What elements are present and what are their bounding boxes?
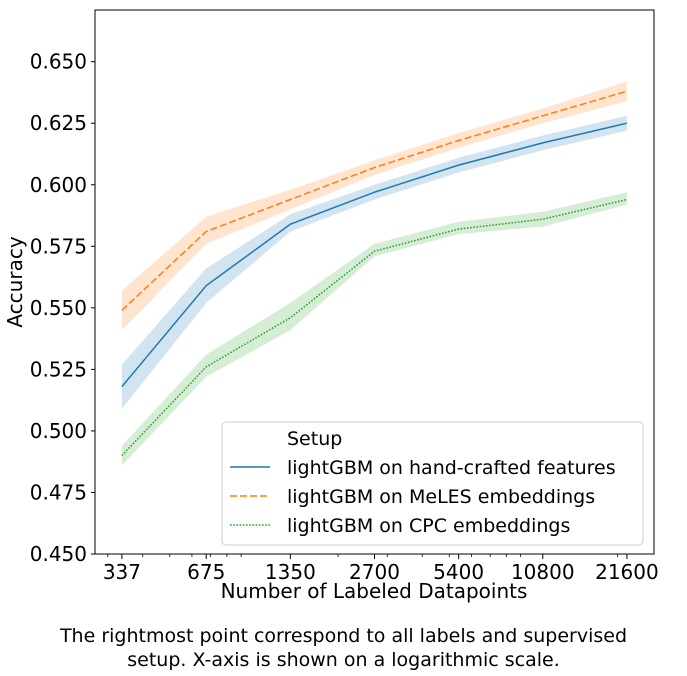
x-tick-label: 1350: [265, 560, 316, 584]
series-2-band: [121, 192, 627, 466]
accuracy-line-chart: 0.450 0.475 0.500 0.525 0.550 0.575 0.600 0.625…: [3, 9, 659, 603]
x-tick-label: 5400: [433, 560, 484, 584]
legend: Setup lightGBM on hand-crafted features l…: [221, 421, 644, 546]
y-tick-label: 0.450: [30, 542, 87, 566]
y-axis-label: Accuracy: [3, 236, 27, 327]
x-tick-label: 10800: [511, 560, 575, 584]
series-1-line: [121, 90, 628, 311]
x-tick-label: 675: [187, 560, 225, 584]
series-0-line: [121, 122, 628, 388]
series-lines: [121, 90, 628, 457]
confidence-bands: [121, 81, 627, 466]
legend-label-1: lightGBM on MeLES embeddings: [287, 486, 595, 508]
legend-box: [221, 421, 644, 546]
y-tick-label: 0.650: [30, 50, 87, 74]
caption-line-2: setup. X-axis is shown on a logarithmic …: [127, 649, 560, 671]
y-tick-label: 0.575: [30, 234, 87, 258]
figure-caption: The rightmost point correspond to all la…: [0, 624, 687, 672]
legend-label-0: lightGBM on hand-crafted features: [287, 457, 616, 479]
y-tick-label: 0.500: [30, 419, 87, 443]
x-tick-label: 337: [103, 560, 141, 584]
series-2-line: [121, 198, 628, 457]
y-tick-label: 0.625: [30, 111, 87, 135]
x-tick-label: 21600: [595, 560, 659, 584]
y-tick-label: 0.525: [30, 357, 87, 381]
legend-label-2: lightGBM on CPC embeddings: [287, 515, 570, 537]
caption-line-1: The rightmost point correspond to all la…: [59, 625, 628, 647]
x-tick-label: 2700: [349, 560, 400, 584]
x-axis-label: Number of Labeled Datapoints: [221, 579, 528, 603]
y-tick-label: 0.600: [30, 173, 87, 197]
y-tick-label: 0.475: [30, 480, 87, 504]
y-tick-label: 0.550: [30, 296, 87, 320]
y-axis-ticks: 0.450 0.475 0.500 0.525 0.550 0.575 0.600 0.625…: [30, 50, 95, 566]
series-0-band: [121, 115, 627, 409]
legend-title: Setup: [287, 428, 342, 450]
x-axis-ticks: 337 675 1350 2700 5400 10800 21600: [103, 554, 659, 584]
